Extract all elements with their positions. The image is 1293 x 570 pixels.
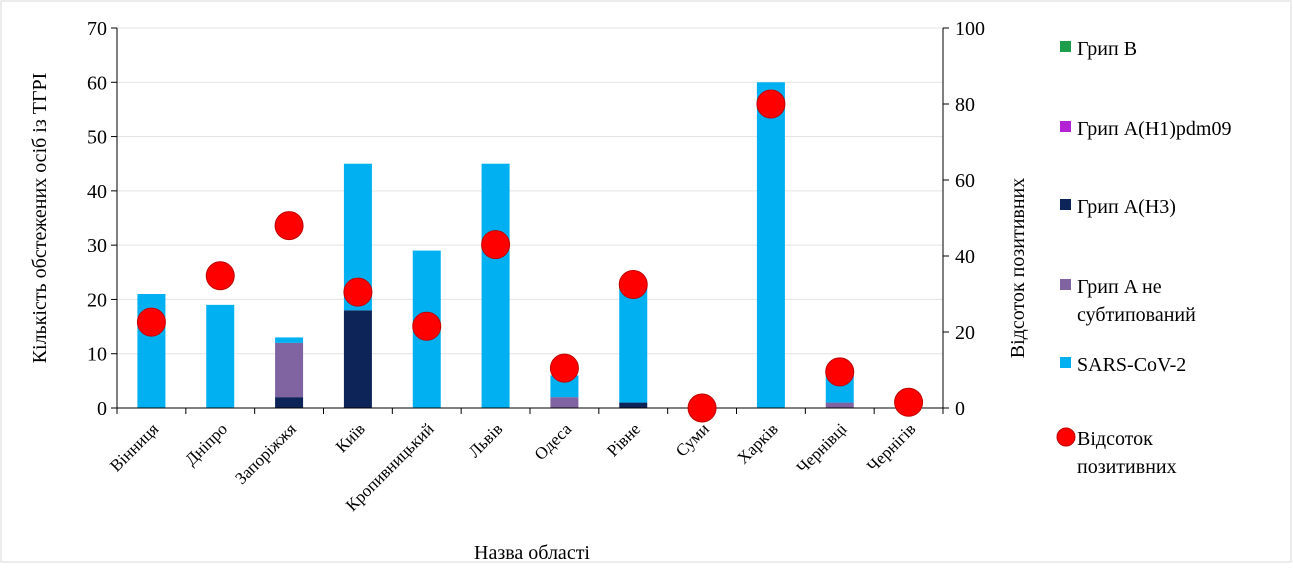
bar-segment — [275, 342, 304, 398]
y-tick-label: 10 — [87, 344, 107, 366]
y-tick-label: 50 — [87, 127, 107, 149]
bar-segment — [206, 304, 235, 408]
legend-label: Відсоток — [1077, 428, 1153, 450]
bar-segment — [756, 82, 785, 409]
y-tick-label: 30 — [87, 235, 107, 257]
legend-label: Грип A(H3) — [1077, 196, 1176, 218]
legend-label: SARS-CoV-2 — [1077, 354, 1186, 376]
y-tick-label: 40 — [87, 181, 107, 203]
legend-swatch — [1060, 199, 1071, 210]
percent-marker — [205, 261, 235, 291]
y2-tick-label: 40 — [955, 246, 975, 268]
legend-label: Грип A(H1)pdm09 — [1077, 118, 1231, 140]
y2-tick-label: 60 — [955, 170, 975, 192]
percent-marker — [343, 277, 373, 307]
bar-segment — [275, 337, 304, 343]
percent-marker — [481, 230, 511, 260]
percent-marker — [412, 311, 442, 341]
y-axis-title: Кількість обстежених осіб із ТГРІ — [29, 73, 51, 364]
percent-marker — [549, 353, 579, 383]
percent-marker — [756, 89, 786, 119]
y2-tick-label: 80 — [955, 94, 975, 116]
y-tick-label: 60 — [87, 72, 107, 94]
bar-segment — [550, 397, 579, 408]
percent-marker — [687, 393, 717, 423]
legend-label: Грип A не — [1077, 276, 1162, 298]
bar-segment — [343, 310, 372, 408]
y-tick-label: 20 — [87, 289, 107, 311]
percent-marker — [894, 387, 924, 417]
legend-swatch — [1060, 41, 1071, 52]
y2-tick-label: 20 — [955, 322, 975, 344]
legend-swatch — [1060, 279, 1071, 290]
y-tick-label: 0 — [97, 398, 107, 420]
percent-marker — [825, 357, 855, 387]
percent-marker — [618, 270, 648, 299]
percent-marker — [274, 211, 304, 241]
y2-tick-label: 0 — [955, 398, 965, 420]
y-tick-label: 70 — [87, 18, 107, 40]
bar-segment — [275, 397, 304, 408]
x-axis-title: Назва області — [474, 542, 590, 564]
legend-swatch — [1060, 121, 1071, 132]
legend-label: субтипований — [1077, 304, 1196, 326]
bar-segment — [619, 402, 648, 408]
bar-segment — [481, 163, 510, 408]
legend-swatch — [1060, 357, 1071, 368]
y2-axis-title: Відсоток позитивних — [1007, 178, 1029, 358]
bar-segment — [550, 375, 579, 398]
legend-label: Грип B — [1077, 38, 1137, 60]
legend-marker — [1056, 427, 1076, 447]
bar-segment — [619, 283, 648, 403]
percent-marker — [136, 307, 166, 337]
legend-label: позитивних — [1077, 456, 1177, 478]
bar-segment — [825, 402, 854, 408]
y2-tick-label: 100 — [955, 18, 985, 40]
